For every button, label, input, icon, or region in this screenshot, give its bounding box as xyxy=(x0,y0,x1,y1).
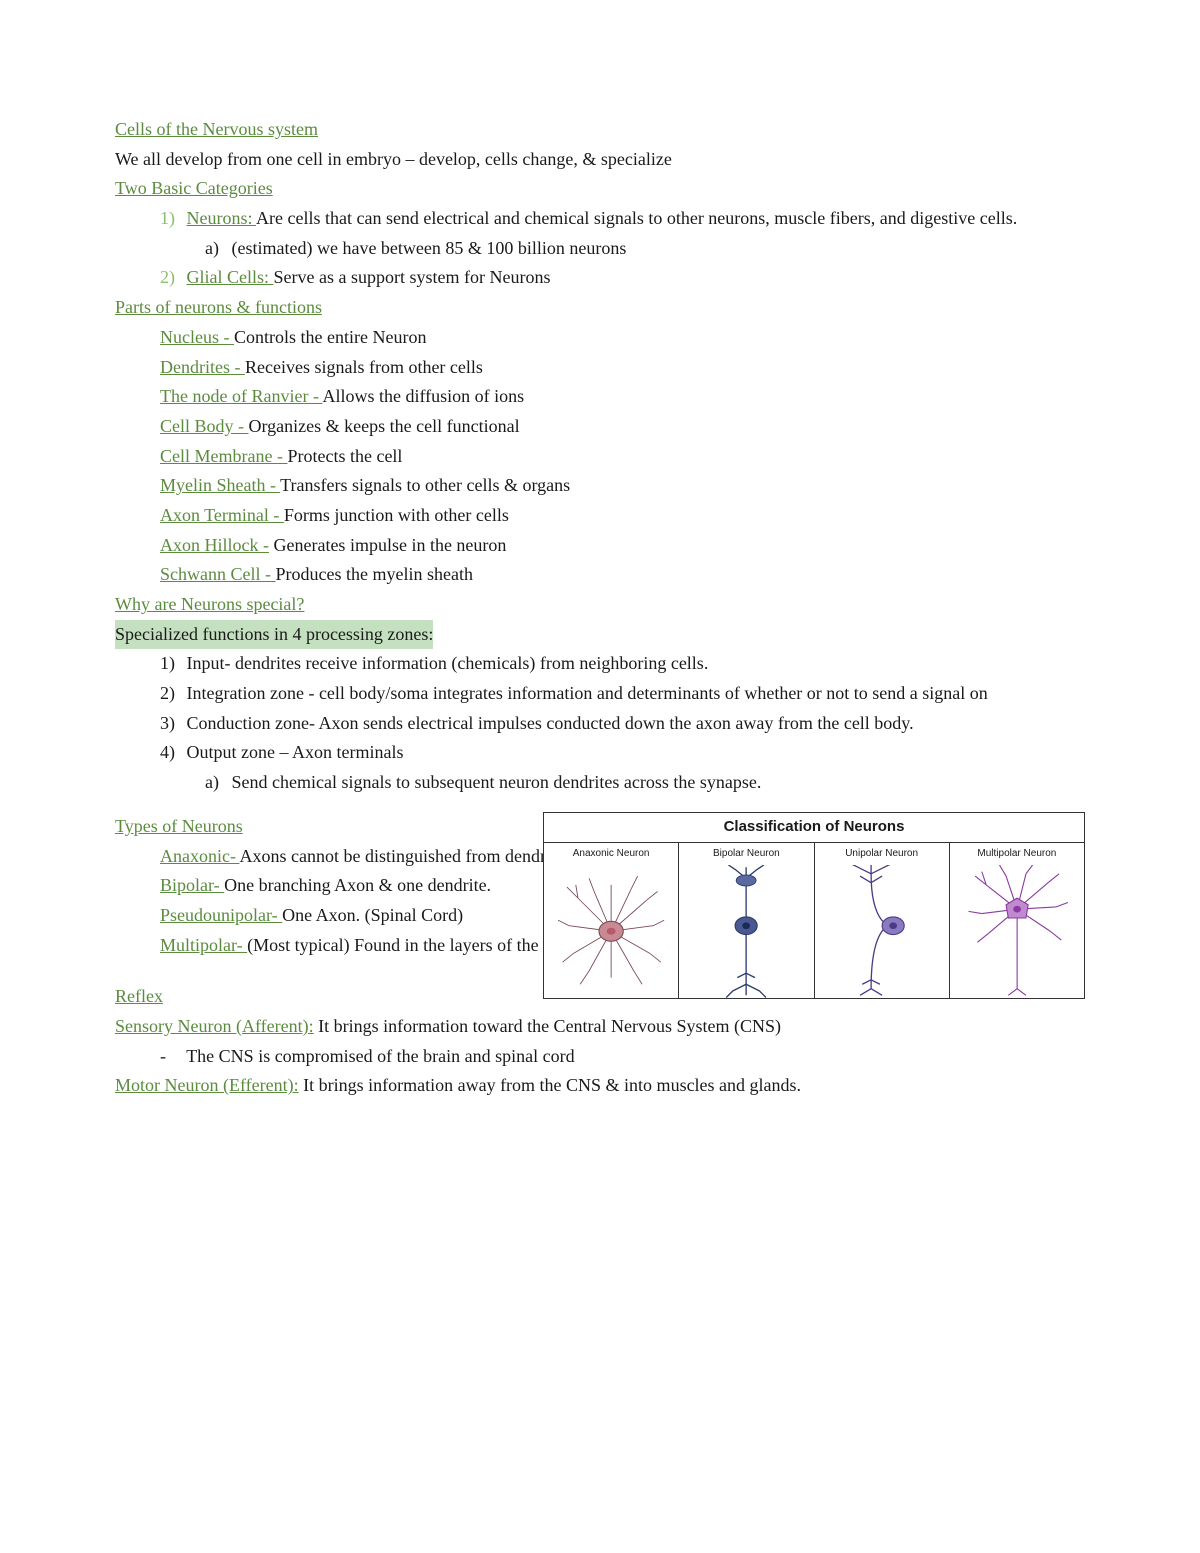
neurons-desc: Are cells that can send electrical and c… xyxy=(256,208,1017,228)
unipolar-icon xyxy=(815,865,949,998)
neuron-classification-figure: Classification of Neurons Anaxonic Neuro… xyxy=(543,812,1085,999)
part-item: Schwann Cell - Produces the myelin sheat… xyxy=(115,560,1085,590)
list-letter: a) xyxy=(205,234,227,264)
anaxonic-icon xyxy=(544,865,678,998)
part-term: Nucleus - xyxy=(160,327,234,347)
part-desc: Receives signals from other cells xyxy=(245,357,483,377)
zone-3: 3) Conduction zone- Axon sends electrica… xyxy=(115,709,1085,739)
part-desc: Generates impulse in the neuron xyxy=(269,535,506,555)
part-item: Dendrites - Receives signals from other … xyxy=(115,353,1085,383)
figure-cell-unipolar: Unipolar Neuron xyxy=(815,843,950,998)
glial-desc: Serve as a support system for Neurons xyxy=(274,267,551,287)
part-desc: Protects the cell xyxy=(287,446,402,466)
figure-cell-bipolar: Bipolar Neuron xyxy=(679,843,814,998)
figure-label: Anaxonic Neuron xyxy=(573,843,650,866)
part-desc: Produces the myelin sheath xyxy=(275,564,472,584)
neurons-item: 1) Neurons: Are cells that can send elec… xyxy=(115,204,1085,234)
neurons-subitem: a) (estimated) we have between 85 & 100 … xyxy=(115,234,1085,264)
sensory-term: Sensory Neuron (Afferent): xyxy=(115,1016,314,1036)
type-desc: One branching Axon & one dendrite. xyxy=(224,875,491,895)
glial-item: 2) Glial Cells: Serve as a support syste… xyxy=(115,263,1085,293)
part-item: Cell Membrane - Protects the cell xyxy=(115,442,1085,472)
type-term: Bipolar- xyxy=(160,875,224,895)
part-term: The node of Ranvier - xyxy=(160,386,322,406)
part-item: The node of Ranvier - Allows the diffusi… xyxy=(115,382,1085,412)
part-desc: Controls the entire Neuron xyxy=(234,327,426,347)
part-term: Cell Body - xyxy=(160,416,249,436)
part-item: Myelin Sheath - Transfers signals to oth… xyxy=(115,471,1085,501)
bipolar-icon xyxy=(679,865,813,998)
figure-title: Classification of Neurons xyxy=(544,813,1084,843)
sensory-line: Sensory Neuron (Afferent): It brings inf… xyxy=(115,1012,1085,1042)
heading-two-basic: Two Basic Categories xyxy=(115,174,1085,204)
figure-row: Anaxonic Neuron Bipolar Neuron xyxy=(544,843,1084,998)
list-number: 4) xyxy=(160,738,182,768)
parts-list: Nucleus - Controls the entire NeuronDend… xyxy=(115,323,1085,590)
spacer xyxy=(115,798,1085,812)
part-desc: Allows the diffusion of ions xyxy=(322,386,524,406)
type-term: Multipolar- xyxy=(160,935,247,955)
zone1-text: Input- dendrites receive information (ch… xyxy=(187,653,709,673)
type-desc: (Most typical) Found in the layers of th… xyxy=(247,935,588,955)
type-desc: One Axon. (Spinal Cord) xyxy=(282,905,463,925)
list-number: 2) xyxy=(160,263,182,293)
type-term: Pseudounipolar- xyxy=(160,905,282,925)
list-letter: a) xyxy=(205,768,227,798)
figure-label: Bipolar Neuron xyxy=(713,843,780,866)
cns-text: The CNS is compromised of the brain and … xyxy=(186,1046,574,1066)
heading-parts: Parts of neurons & functions xyxy=(115,293,1085,323)
multipolar-icon xyxy=(950,865,1084,998)
zone3-text: Conduction zone- Axon sends electrical i… xyxy=(187,713,914,733)
cns-note: - The CNS is compromised of the brain an… xyxy=(115,1042,1085,1072)
part-item: Cell Body - Organizes & keeps the cell f… xyxy=(115,412,1085,442)
part-term: Axon Hillock - xyxy=(160,535,269,555)
zone-2: 2) Integration zone - cell body/soma int… xyxy=(115,679,1085,709)
heading-cells-nervous: Cells of the Nervous system xyxy=(115,115,1085,145)
dash-marker: - xyxy=(160,1042,182,1072)
part-term: Myelin Sheath - xyxy=(160,475,280,495)
figure-label: Multipolar Neuron xyxy=(977,843,1056,866)
sensory-desc: It brings information toward the Central… xyxy=(314,1016,781,1036)
heading-why-special: Why are Neurons special? xyxy=(115,590,1085,620)
list-number: 3) xyxy=(160,709,182,739)
figure-label: Unipolar Neuron xyxy=(845,843,918,866)
zone4a-text: Send chemical signals to subsequent neur… xyxy=(232,772,762,792)
list-number: 1) xyxy=(160,649,182,679)
part-item: Axon Hillock - Generates impulse in the … xyxy=(115,531,1085,561)
part-term: Schwann Cell - xyxy=(160,564,275,584)
type-term: Anaxonic- xyxy=(160,846,239,866)
zone-4a: a) Send chemical signals to subsequent n… xyxy=(115,768,1085,798)
document-page: Cells of the Nervous system We all devel… xyxy=(0,0,1200,1161)
type-desc: Axons cannot be distinguished from dendr… xyxy=(239,846,575,866)
zone4-text: Output zone – Axon terminals xyxy=(187,742,404,762)
part-term: Axon Terminal - xyxy=(160,505,284,525)
part-item: Nucleus - Controls the entire Neuron xyxy=(115,323,1085,353)
part-item: Axon Terminal - Forms junction with othe… xyxy=(115,501,1085,531)
glial-term: Glial Cells: xyxy=(187,267,274,287)
zone2-text: Integration zone - cell body/soma integr… xyxy=(187,683,988,703)
specialized-highlight: Specialized functions in 4 processing zo… xyxy=(115,620,1085,650)
figure-cell-anaxonic: Anaxonic Neuron xyxy=(544,843,679,998)
motor-line: Motor Neuron (Efferent): It brings infor… xyxy=(115,1071,1085,1101)
part-desc: Organizes & keeps the cell functional xyxy=(249,416,520,436)
figure-cell-multipolar: Multipolar Neuron xyxy=(950,843,1084,998)
part-term: Cell Membrane - xyxy=(160,446,287,466)
list-number: 2) xyxy=(160,679,182,709)
part-desc: Forms junction with other cells xyxy=(284,505,509,525)
motor-term: Motor Neuron (Efferent): xyxy=(115,1075,299,1095)
neurons-sub-desc: (estimated) we have between 85 & 100 bil… xyxy=(232,238,627,258)
motor-desc: It brings information away from the CNS … xyxy=(299,1075,801,1095)
part-desc: Transfers signals to other cells & organ… xyxy=(280,475,570,495)
list-number: 1) xyxy=(160,204,182,234)
zone-4: 4) Output zone – Axon terminals xyxy=(115,738,1085,768)
part-term: Dendrites - xyxy=(160,357,245,377)
intro-line: We all develop from one cell in embryo –… xyxy=(115,145,1085,175)
zone-1: 1) Input- dendrites receive information … xyxy=(115,649,1085,679)
neurons-term: Neurons: xyxy=(187,208,257,228)
